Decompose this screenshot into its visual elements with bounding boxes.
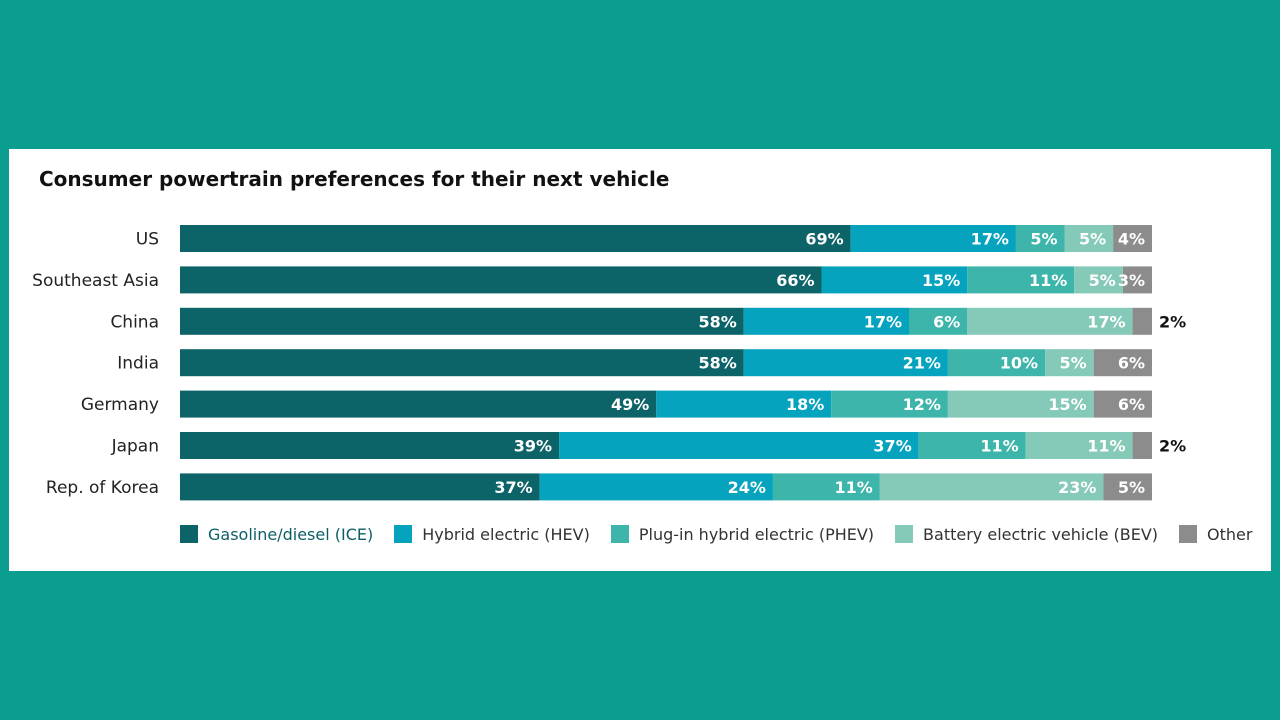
- bar-china-other: [1132, 307, 1152, 335]
- legend-swatch-phev: [610, 525, 629, 543]
- data-label-germany-other: 6%: [1118, 395, 1145, 414]
- bar-us-phev: [1015, 225, 1065, 252]
- bar-china-ice: [180, 307, 744, 335]
- data-label-germany-phev: 12%: [903, 395, 941, 414]
- data-label-india-phev: 10%: [1000, 354, 1038, 373]
- category-label-rep-of-korea: Rep. of Korea: [46, 478, 159, 498]
- legend-item-ice: Gasoline/diesel (ICE): [180, 525, 373, 544]
- data-label-india-other: 6%: [1118, 354, 1145, 373]
- data-label-germany-ice: 49%: [611, 395, 649, 414]
- bar-germany-other: [1093, 390, 1152, 418]
- data-label-us-hev: 17%: [971, 230, 1009, 249]
- data-label-japan-bev: 11%: [1087, 437, 1125, 456]
- bar-southeast-asia-phev: [967, 266, 1075, 294]
- category-label-india: India: [117, 354, 159, 374]
- data-label-japan-phev: 11%: [980, 437, 1018, 456]
- bar-india-ice: [180, 349, 744, 377]
- category-label-southeast-asia: Southeast Asia: [32, 271, 159, 291]
- data-label-japan-hev: 37%: [873, 437, 911, 456]
- bar-rep-of-korea-phev: [772, 473, 880, 501]
- data-label-southeast-asia-phev: 11%: [1029, 271, 1067, 290]
- data-label-rep-of-korea-other: 5%: [1118, 478, 1145, 497]
- legend-swatch-other: [1179, 525, 1198, 543]
- bar-southeast-asia-other: [1122, 266, 1152, 294]
- data-label-southeast-asia-hev: 15%: [922, 271, 960, 290]
- bar-us-hev: [850, 225, 1016, 252]
- bar-germany-bev: [947, 390, 1094, 418]
- data-label-china-hev: 17%: [864, 312, 902, 331]
- bar-southeast-asia-hev: [821, 266, 968, 294]
- bar-us-other: [1113, 225, 1152, 252]
- bar-china-hev: [743, 307, 909, 335]
- data-label-china-phev: 6%: [933, 312, 960, 331]
- data-label-rep-of-korea-bev: 23%: [1058, 478, 1096, 497]
- data-label-southeast-asia-ice: 66%: [776, 271, 814, 290]
- legend-label-hev: Hybrid electric (HEV): [422, 524, 590, 544]
- bar-southeast-asia-bev: [1074, 266, 1123, 294]
- legend-item-other: Other: [1179, 525, 1252, 544]
- bar-germany-ice: [180, 390, 657, 418]
- data-label-japan-other: 2%: [1159, 437, 1186, 456]
- data-label-us-ice: 69%: [805, 230, 843, 249]
- bar-japan-other: [1132, 432, 1152, 459]
- bar-japan-hev: [559, 432, 919, 459]
- data-label-india-bev: 5%: [1060, 354, 1087, 373]
- bar-japan-bev: [1025, 432, 1133, 459]
- data-label-southeast-asia-other: 3%: [1118, 271, 1145, 290]
- data-label-rep-of-korea-phev: 11%: [835, 478, 873, 497]
- bar-us-ice: [180, 225, 851, 252]
- data-label-rep-of-korea-hev: 24%: [728, 478, 766, 497]
- data-label-japan-ice: 39%: [514, 437, 552, 456]
- bar-rep-of-korea-other: [1103, 473, 1152, 501]
- data-label-china-ice: 58%: [698, 312, 736, 331]
- bar-japan-phev: [918, 432, 1026, 459]
- data-label-china-other: 2%: [1159, 312, 1186, 331]
- bar-rep-of-korea-ice: [180, 473, 540, 501]
- category-label-japan: Japan: [111, 437, 159, 457]
- data-label-us-bev: 5%: [1079, 230, 1106, 249]
- data-label-germany-hev: 18%: [786, 395, 824, 414]
- bar-india-hev: [743, 349, 948, 377]
- bar-japan-ice: [180, 432, 560, 459]
- legend-swatch-bev: [895, 525, 914, 543]
- bar-india-phev: [947, 349, 1046, 377]
- data-label-india-hev: 21%: [903, 354, 941, 373]
- chart-title: Consumer powertrain preferences for thei…: [39, 167, 670, 191]
- legend-label-ice: Gasoline/diesel (ICE): [208, 524, 374, 544]
- legend-item-phev: Plug-in hybrid electric (PHEV): [610, 524, 875, 544]
- bar-rep-of-korea-hev: [539, 473, 773, 501]
- bar-germany-hev: [656, 390, 832, 418]
- bar-china-bev: [967, 307, 1133, 335]
- bar-us-bev: [1064, 225, 1114, 252]
- legend-label-bev: Battery electric vehicle (BEV): [923, 524, 1159, 544]
- category-label-germany: Germany: [81, 395, 159, 415]
- legend-swatch-ice: [180, 525, 198, 543]
- bar-southeast-asia-ice: [180, 266, 822, 294]
- chart-legend: Gasoline/diesel (ICE) Hybrid electric (HE…: [180, 523, 1252, 545]
- category-label-china: China: [110, 312, 159, 332]
- bar-india-other: [1093, 349, 1152, 377]
- stacked-bar-chart: US 69% 17% 5% 5% 4%Southeast Asia 66% 15% 11% 5% 3…: [32, 225, 1186, 501]
- bar-india-bev: [1045, 349, 1094, 377]
- bar-rep-of-korea-bev: [879, 473, 1104, 501]
- legend-label-phev: Plug-in hybrid electric (PHEV): [638, 524, 875, 544]
- category-label-us: US: [136, 230, 159, 250]
- legend-item-hev: Hybrid electric (HEV): [394, 525, 590, 544]
- data-label-us-phev: 5%: [1030, 230, 1057, 249]
- data-label-china-bev: 17%: [1087, 312, 1125, 331]
- data-label-india-ice: 58%: [698, 354, 736, 373]
- data-label-us-other: 4%: [1118, 230, 1145, 249]
- data-label-southeast-asia-bev: 5%: [1089, 271, 1116, 290]
- chart-card: Consumer powertrain preferences for thei…: [9, 149, 1271, 571]
- bar-china-phev: [909, 307, 968, 335]
- data-label-germany-bev: 15%: [1048, 395, 1086, 414]
- legend-label-other: Other: [1207, 524, 1253, 544]
- data-label-rep-of-korea-ice: 37%: [494, 478, 532, 497]
- legend-swatch-hev: [394, 525, 413, 543]
- legend-item-bev: Battery electric vehicle (BEV): [895, 525, 1158, 544]
- bar-germany-phev: [831, 390, 948, 418]
